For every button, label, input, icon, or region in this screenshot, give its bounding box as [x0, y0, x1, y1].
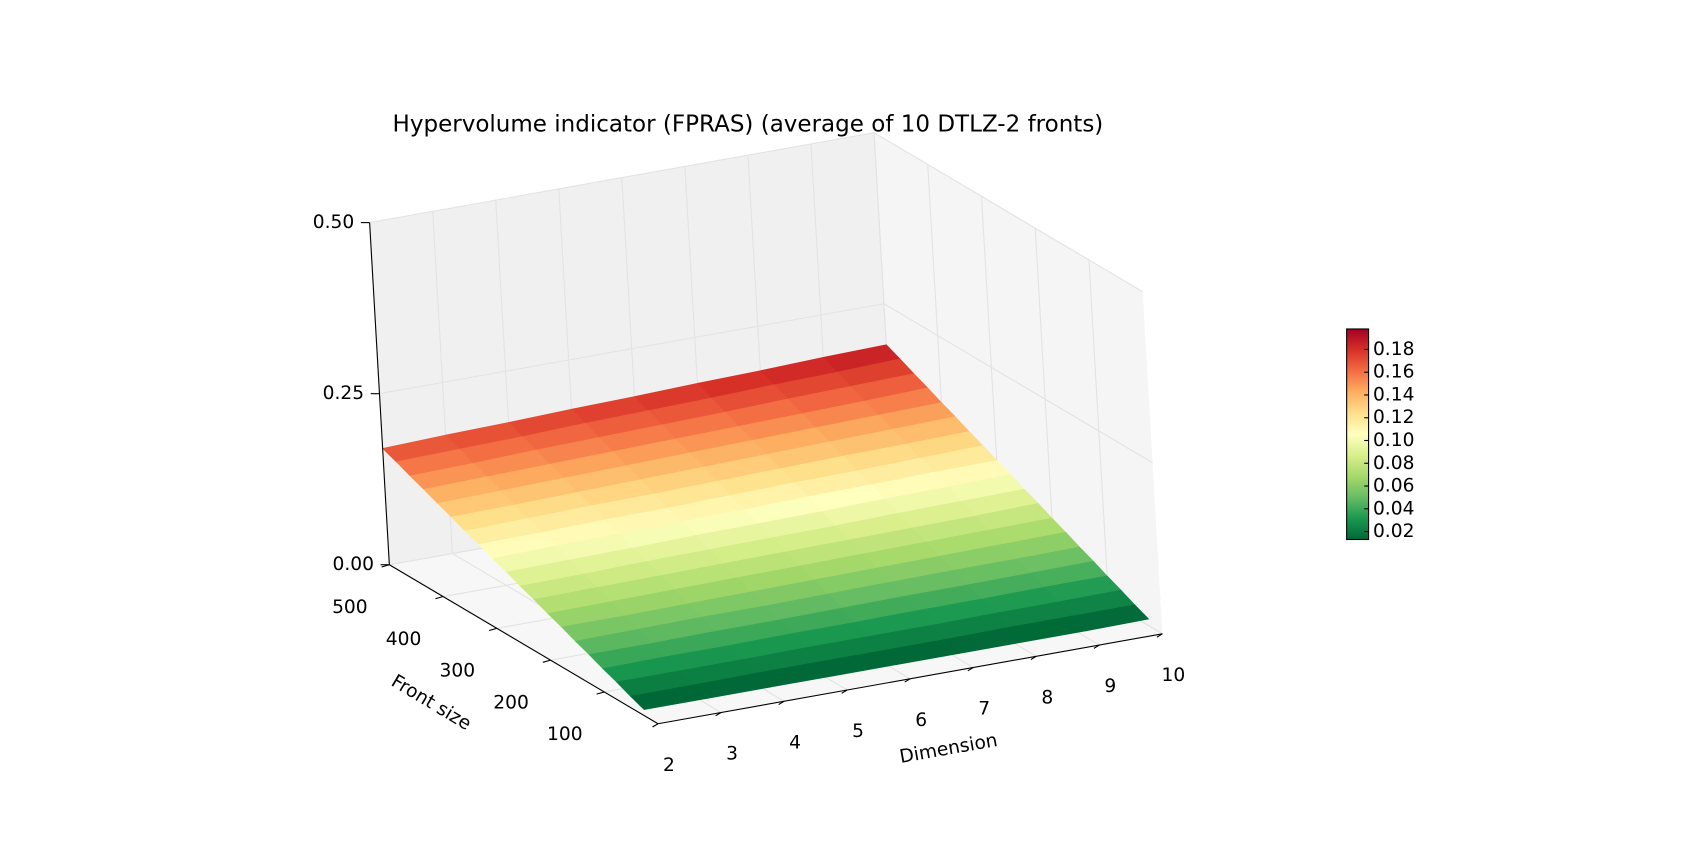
colorbar-tick-label: 0.08 — [1373, 453, 1414, 474]
colorbar-tick-label: 0.06 — [1373, 476, 1414, 497]
colorbar-tick-label: 0.18 — [1373, 339, 1414, 360]
colorbar-tick-label: 0.14 — [1373, 384, 1414, 405]
axes: 2 3 4 5 6 7 8 9 10 100 200 300 400 500 0.00 0.25 0.50 — [313, 212, 1185, 776]
x-tick-label: 10 — [1162, 665, 1186, 686]
colorbar-tick-label: 0.12 — [1373, 407, 1414, 428]
tick-mark — [652, 723, 659, 728]
tick-mark — [488, 627, 497, 632]
y-tick-label: 200 — [493, 692, 529, 713]
x-tick-label: 5 — [852, 721, 864, 742]
surface — [381, 344, 1150, 710]
colorbar-tick-label: 0.10 — [1373, 430, 1414, 451]
axis-line — [657, 633, 1163, 725]
grid-line — [873, 132, 1143, 293]
tick-mark — [596, 691, 605, 695]
x-tick-label: 7 — [978, 699, 990, 720]
colorbar — [1346, 328, 1370, 541]
y-tick-label: 500 — [332, 597, 368, 618]
surface-cell — [629, 684, 708, 710]
x-axis-label: Dimension — [898, 730, 999, 768]
colorbar-tick-label: 0.02 — [1373, 521, 1414, 542]
tick-mark — [435, 596, 444, 600]
grid-line — [369, 132, 875, 224]
z-tick-label: 0.00 — [333, 554, 374, 575]
chart-title: Hypervolume indicator (FPRAS) (average o… — [393, 112, 1104, 138]
y-tick-label: 400 — [386, 629, 422, 650]
z-tick-label: 0.25 — [323, 383, 364, 404]
axis-line — [389, 564, 659, 725]
grid-line — [379, 303, 884, 395]
x-tick-label: 4 — [789, 732, 801, 753]
y-tick-label: 100 — [547, 724, 583, 745]
x-tick-label: 9 — [1104, 676, 1116, 697]
y-tick-label: 300 — [440, 661, 476, 682]
grid-line — [883, 303, 1153, 464]
x-tick-label: 6 — [915, 710, 927, 731]
axis-line — [369, 222, 390, 565]
z-tick-label: 0.50 — [313, 212, 354, 233]
x-tick-label: 3 — [726, 744, 738, 765]
colorbar-tick-label: 0.16 — [1373, 362, 1414, 383]
x-tick-label: 8 — [1041, 687, 1053, 708]
tick-mark — [542, 659, 551, 663]
colorbar-tick-label: 0.04 — [1373, 498, 1414, 519]
x-tick-label: 2 — [663, 755, 675, 776]
